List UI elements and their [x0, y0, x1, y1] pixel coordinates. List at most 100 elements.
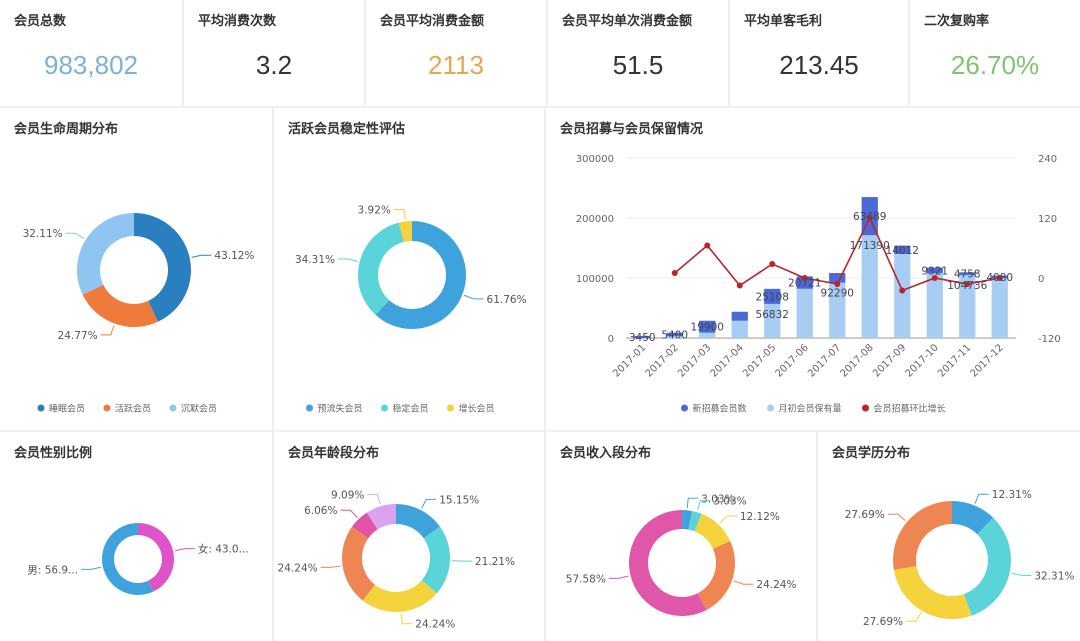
growth-point[interactable] — [704, 242, 711, 249]
growth-point[interactable] — [769, 261, 776, 267]
pie-slice[interactable] — [77, 213, 134, 295]
slice-label: 6.06% — [304, 505, 337, 517]
recruit-combo-chart[interactable]: 0100000200000300000-12001202402017-01201… — [546, 108, 1080, 430]
chart-title: 会员年龄段分布 — [288, 446, 380, 461]
slice-label-line — [974, 493, 989, 504]
legend-label[interactable]: 稳定会员 — [393, 403, 429, 415]
growth-point[interactable] — [801, 275, 808, 281]
slice-label-line — [400, 613, 413, 625]
pie-slice[interactable] — [366, 504, 396, 530]
kpi-label: 平均单客毛利 — [744, 14, 823, 29]
pie-slice[interactable] — [138, 523, 174, 592]
kpi-label: 会员总数 — [14, 14, 67, 29]
growth-point[interactable] — [899, 287, 906, 294]
slice-label-line — [733, 580, 754, 585]
kpi-label: 平均消费次数 — [198, 14, 277, 29]
bar-recruit[interactable] — [634, 335, 651, 338]
kpi-value: 26.70% — [950, 50, 1040, 80]
bar-stock[interactable] — [796, 288, 813, 338]
bar-recruit[interactable] — [829, 273, 846, 283]
bar-stock[interactable] — [699, 332, 716, 338]
bar-recruit[interactable] — [764, 288, 781, 304]
pie-slice[interactable] — [893, 566, 972, 619]
age-card: 会员年龄段分布 15.15% 21.21% 24.24% 24.24% 6.06% 9.0… — [274, 432, 544, 641]
bar-recruit[interactable] — [894, 245, 911, 254]
pie-slice[interactable] — [134, 213, 192, 322]
y-tick-label: 200000 — [576, 214, 614, 225]
lifecycle-donut-chart[interactable]: 43.12% 24.77% 32.11% 睡眠会员 活跃会员 沉默会员 — [0, 108, 272, 430]
bar-stock[interactable] — [764, 303, 781, 338]
growth-point[interactable] — [964, 281, 971, 287]
pie-slice[interactable] — [952, 501, 994, 535]
growth-point[interactable] — [931, 275, 938, 281]
pie-slice[interactable] — [688, 510, 702, 532]
legend-label[interactable]: 新招募会员数 — [693, 403, 747, 415]
bar-stock-label: 56832 — [756, 309, 789, 321]
slice-label: 15.15% — [439, 494, 479, 506]
growth-point[interactable] — [996, 275, 1003, 281]
bar-recruit-label: 4080 — [986, 272, 1013, 284]
slice-label-line — [464, 294, 484, 300]
pie-slice[interactable] — [101, 523, 154, 595]
pie-slice[interactable] — [396, 504, 440, 539]
bar-recruit[interactable] — [959, 272, 976, 276]
legend-marker — [447, 404, 454, 412]
bar-recruit-label: 19900 — [691, 322, 724, 334]
pie-slice[interactable] — [358, 222, 404, 315]
income-card: 会员收入段分布 3.03% 3.03% 12.12% 24.24% 57.58% — [546, 432, 816, 641]
pie-slice[interactable] — [963, 517, 1011, 616]
legend-label[interactable]: 会员招募环比增长 — [874, 403, 946, 415]
bar-stock[interactable] — [861, 235, 878, 338]
pie-slice[interactable] — [421, 526, 450, 594]
bar-stock[interactable] — [926, 273, 943, 338]
pie-slice[interactable] — [342, 526, 375, 601]
kpi-value: 2113 — [428, 50, 484, 80]
pie-slice[interactable] — [375, 221, 466, 329]
slice-label-line — [719, 515, 737, 524]
bar-recruit-label: 25108 — [756, 291, 789, 303]
pie-slice[interactable] — [82, 284, 158, 327]
legend-label[interactable]: 预流失会员 — [318, 403, 363, 415]
slice-label-line — [367, 494, 381, 505]
bar-stock[interactable] — [829, 282, 846, 338]
bar-recruit[interactable] — [666, 332, 683, 336]
slice-label: 34.31% — [295, 254, 335, 266]
legend-marker — [103, 404, 111, 412]
pie-slice[interactable] — [694, 513, 731, 549]
bar-stock[interactable] — [991, 278, 1008, 338]
pie-slice[interactable] — [682, 510, 693, 530]
legend-label[interactable]: 沉默会员 — [181, 403, 217, 415]
bar-recruit[interactable] — [699, 320, 716, 333]
pie-slice[interactable] — [352, 512, 378, 539]
pie-slice[interactable] — [629, 510, 707, 616]
bar-recruit-label: 4758 — [954, 269, 981, 281]
gender-card: 会员性别比例 女: 43.0... 男: 56.9... — [0, 432, 272, 641]
bar-recruit[interactable] — [731, 311, 748, 321]
slice-label-line — [393, 208, 406, 220]
bar-stock[interactable] — [959, 275, 976, 338]
legend-label[interactable]: 增长会员 — [459, 403, 495, 415]
pie-slice[interactable] — [893, 501, 952, 570]
bar-recruit[interactable] — [926, 267, 943, 274]
education-donut-chart[interactable]: 12.31% 32.31% 27.69% 27.69% — [818, 432, 1080, 641]
legend-label[interactable]: 月初会员保有量 — [779, 403, 842, 415]
bar-stock[interactable] — [894, 254, 911, 338]
stability-donut-chart[interactable]: 61.76% 34.31% 3.92% 预流失会员 稳定会员 增长会员 — [274, 108, 544, 430]
pie-slice[interactable] — [362, 580, 437, 612]
bar-stock[interactable] — [731, 320, 748, 338]
growth-point[interactable] — [866, 215, 873, 221]
growth-point[interactable] — [736, 282, 743, 289]
gender-donut-chart[interactable]: 女: 43.0... 男: 56.9... — [0, 432, 272, 641]
kpi-card-avg-order-value: 会员平均单次消费金额 51.5 — [548, 0, 728, 106]
income-donut-chart[interactable]: 3.03%3.03% 12.12% 24.24% 57.58% — [546, 432, 816, 641]
legend-label[interactable]: 睡眠会员 — [49, 403, 85, 415]
slice-label: 12.12% — [740, 511, 780, 523]
pie-slice[interactable] — [398, 221, 412, 243]
growth-point[interactable] — [671, 270, 678, 276]
growth-point[interactable] — [834, 281, 841, 287]
bar-stock-label: 92290 — [821, 288, 854, 300]
age-donut-chart[interactable]: 15.15% 21.21% 24.24% 24.24% 6.06% 9.09% — [274, 432, 544, 641]
bar-stock[interactable] — [666, 335, 683, 338]
legend-label[interactable]: 活跃会员 — [115, 403, 151, 415]
pie-slice[interactable] — [697, 540, 735, 611]
